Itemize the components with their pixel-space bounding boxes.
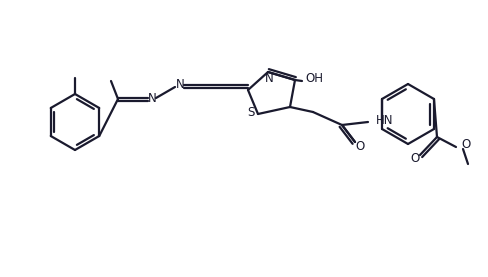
Text: O: O [460,138,469,152]
Text: O: O [355,140,364,153]
Text: N: N [147,91,156,104]
Text: N: N [264,73,273,86]
Text: S: S [247,106,254,119]
Text: N: N [175,78,184,91]
Text: O: O [409,152,419,165]
Text: HN: HN [375,114,393,127]
Text: OH: OH [305,71,323,84]
